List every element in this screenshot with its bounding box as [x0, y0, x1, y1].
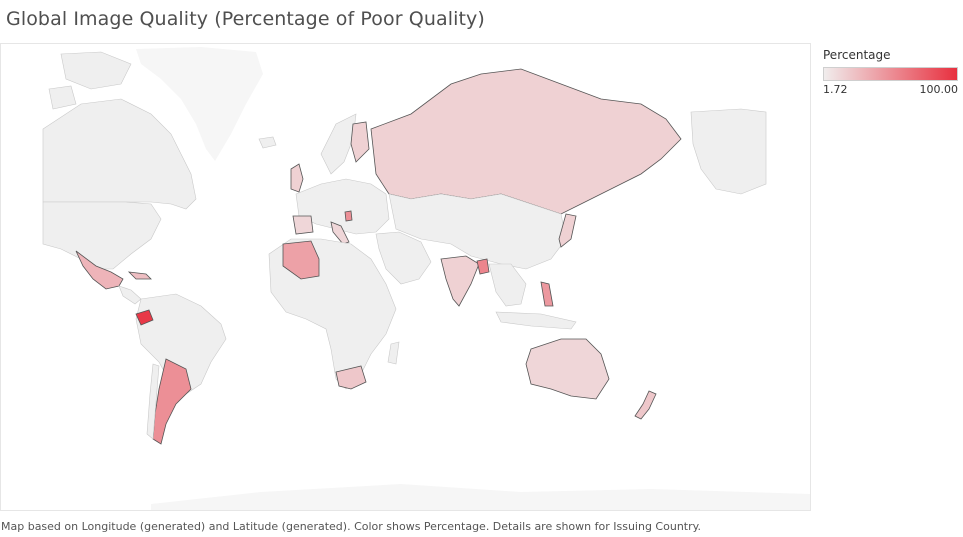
country-usa[interactable]	[42, 201, 162, 270]
country-japan[interactable]	[558, 213, 577, 248]
country-greenland[interactable]	[136, 47, 263, 161]
map-title: Global Image Quality (Percentage of Poor…	[6, 8, 485, 30]
country-russia[interactable]	[370, 68, 682, 215]
country-europe[interactable]	[295, 178, 390, 235]
country-uk[interactable]	[290, 163, 304, 193]
antarctica	[151, 484, 810, 510]
country-canada[interactable]	[42, 98, 197, 210]
country-philippines[interactable]	[540, 281, 554, 307]
country-iceland[interactable]	[258, 136, 277, 149]
map-area[interactable]	[0, 43, 811, 511]
country-chile[interactable]	[146, 363, 160, 440]
country-indonesia[interactable]	[495, 311, 577, 330]
country-india[interactable]	[440, 255, 480, 307]
color-legend[interactable]: Percentage 1.72 100.00	[823, 48, 963, 96]
country-cuba[interactable]	[127, 271, 152, 280]
legend-max-label: 100.00	[919, 83, 959, 96]
country-finland[interactable]	[350, 121, 370, 163]
country-serbia[interactable]	[344, 210, 353, 222]
country-central-america[interactable]	[118, 285, 142, 305]
arctic-islands[interactable]	[48, 51, 132, 110]
country-spain[interactable]	[292, 215, 314, 235]
legend-labels: 1.72 100.00	[823, 83, 958, 96]
country-south-america[interactable]	[135, 293, 227, 395]
world-map[interactable]	[1, 44, 811, 511]
country-australia[interactable]	[525, 338, 610, 400]
country-middle-east[interactable]	[375, 231, 432, 285]
country-ecuador[interactable]	[135, 309, 154, 326]
country-asia-central[interactable]	[388, 193, 567, 270]
country-argentina[interactable]	[152, 358, 192, 445]
map-caption: Map based on Longitude (generated) and L…	[1, 520, 702, 533]
legend-min-label: 1.72	[823, 83, 848, 96]
country-algeria[interactable]	[282, 240, 320, 280]
country-alaska[interactable]	[690, 108, 767, 195]
country-madagascar[interactable]	[387, 341, 400, 365]
country-bangladesh[interactable]	[476, 258, 490, 275]
legend-title: Percentage	[823, 48, 891, 62]
country-new-zealand[interactable]	[634, 390, 657, 420]
legend-gradient-bar	[823, 67, 958, 81]
country-south-africa[interactable]	[335, 365, 367, 390]
country-se-asia[interactable]	[488, 263, 527, 307]
